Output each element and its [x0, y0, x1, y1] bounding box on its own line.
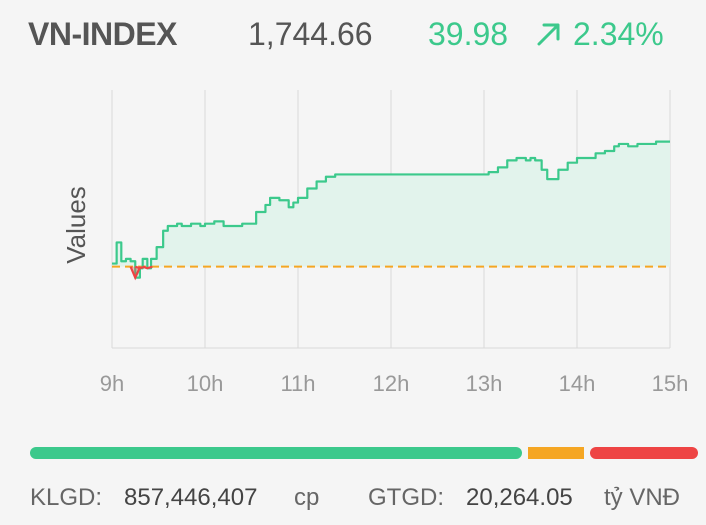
x-tick-label: 15h — [652, 371, 689, 396]
x-tick-label: 9h — [100, 371, 124, 396]
gtgd-value: 20,264.05 — [466, 484, 573, 511]
price-line-down — [129, 265, 153, 281]
klgd-unit: cp — [294, 484, 320, 511]
gtgd-label: GTGD: — [368, 484, 444, 511]
x-tick-label: 13h — [466, 371, 503, 396]
index-change: 39.98 — [428, 15, 509, 52]
breadth-bar-unchanged — [528, 447, 584, 459]
intraday-chart: Values 9h 10h 11h 12h 13h 14h 15h — [61, 90, 689, 396]
price-line-up — [112, 140, 670, 279]
breadth-bar-down — [589, 447, 698, 459]
index-header: VN-INDEX — [28, 12, 177, 56]
index-value: 1,744.66 — [248, 15, 373, 52]
breadth-bar-up — [30, 447, 522, 459]
x-tick-label: 12h — [373, 371, 410, 396]
y-axis-label: Values — [61, 186, 91, 264]
klgd-label: KLGD: — [30, 484, 103, 511]
x-tick-label: 10h — [187, 371, 224, 396]
x-axis-ticks: 9h 10h 11h 12h 13h 14h 15h — [100, 371, 689, 396]
arrow-up-right-icon — [537, 23, 560, 46]
index-name: VN-INDEX — [28, 15, 177, 52]
footer-stats: KLGD: 857,446,407 cp GTGD: 20,264.05 tỷ … — [0, 484, 706, 518]
klgd-value: 857,446,407 — [124, 484, 258, 511]
x-tick-label: 14h — [559, 371, 596, 396]
price-area-fill — [112, 141, 670, 278]
index-percent: 2.34% — [573, 15, 664, 52]
x-tick-label: 11h — [280, 371, 315, 396]
gtgd-unit: tỷ VNĐ — [604, 484, 681, 511]
